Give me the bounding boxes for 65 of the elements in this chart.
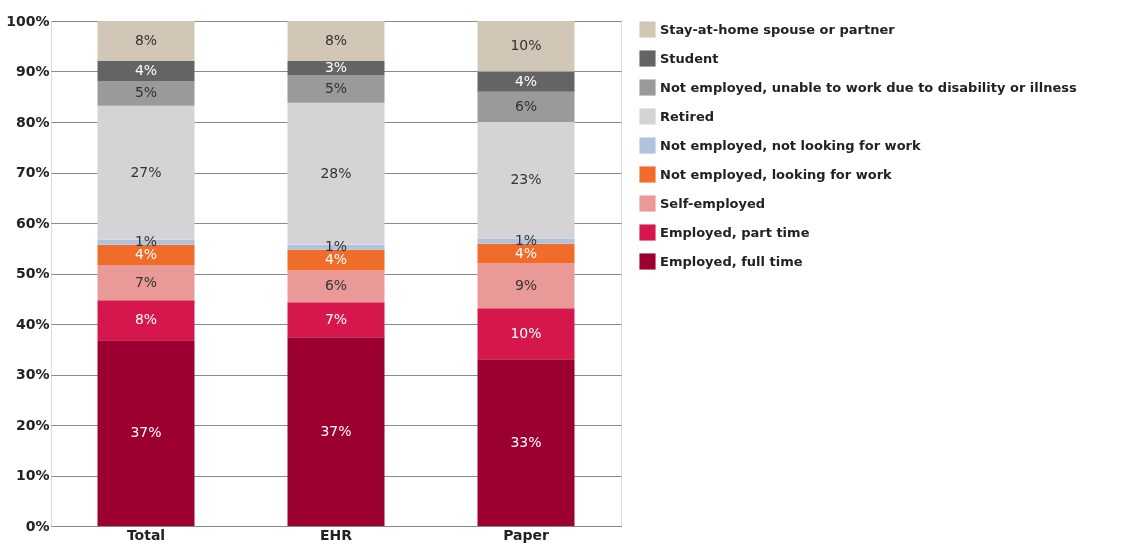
bar xyxy=(97,244,195,266)
bar xyxy=(477,71,575,92)
data-label: 6% xyxy=(514,97,538,114)
data-label: 10% xyxy=(510,37,542,54)
data-label: 37% xyxy=(320,422,352,439)
data-label: 8% xyxy=(324,31,348,48)
x-tick-label: EHR xyxy=(319,526,353,543)
bar xyxy=(287,270,385,303)
legend-label: Not employed, unable to work due to disability or illness xyxy=(660,79,1078,95)
bar xyxy=(97,265,195,301)
y-tick-label: 40% xyxy=(15,315,50,332)
y-tick-label: 90% xyxy=(15,63,50,79)
y-tick-label: 50% xyxy=(15,265,50,281)
data-label: 9% xyxy=(514,276,538,293)
y-tick-label: 10% xyxy=(15,467,50,483)
data-label: 5% xyxy=(324,79,348,96)
y-tick-label: 70% xyxy=(15,164,50,180)
data-label: 4% xyxy=(324,251,348,268)
data-label: 23% xyxy=(510,171,542,188)
x-tick-label: Paper xyxy=(503,526,549,543)
bar xyxy=(97,21,195,61)
legend-label: Employed, part time xyxy=(660,224,810,240)
bar xyxy=(287,302,385,338)
data-label: 8% xyxy=(134,311,158,328)
bar xyxy=(97,300,195,341)
data-label: 28% xyxy=(320,164,352,181)
data-label: 6% xyxy=(324,277,348,294)
data-label: 37% xyxy=(130,424,162,441)
data-label: 7% xyxy=(134,273,158,290)
bar xyxy=(97,60,195,82)
data-label: 4% xyxy=(514,72,538,89)
bar xyxy=(97,340,195,526)
bar xyxy=(287,337,385,526)
bar xyxy=(477,359,575,526)
legend-label: Stay-at-home spouse or partner xyxy=(660,21,896,37)
bar xyxy=(287,21,385,61)
data-label: 3% xyxy=(324,58,348,75)
bar xyxy=(287,60,385,76)
legend-label: Not employed, not looking for work xyxy=(660,137,921,153)
data-label: 7% xyxy=(324,310,348,327)
bar xyxy=(477,21,575,72)
legend-label: Student xyxy=(660,50,719,66)
y-tick-label: 30% xyxy=(15,366,50,382)
legend-label: Retired xyxy=(660,108,715,124)
data-label: 33% xyxy=(510,433,542,450)
data-label: 27% xyxy=(130,163,162,180)
bar xyxy=(287,249,385,271)
data-label: 4% xyxy=(134,61,158,78)
bar xyxy=(477,91,575,122)
legend-label: Employed, full time xyxy=(660,253,803,269)
data-label: 5% xyxy=(134,84,158,101)
bar xyxy=(477,263,575,309)
x-tick-label: Total xyxy=(126,526,166,543)
y-tick-label: 20% xyxy=(15,416,50,433)
y-tick-label: 60% xyxy=(15,214,50,231)
bar xyxy=(97,81,195,106)
y-tick-label: 100% xyxy=(6,12,50,29)
y-tick-label: 0% xyxy=(25,517,50,534)
legend-label: Self-employed xyxy=(660,195,766,211)
y-tick-label: 80% xyxy=(15,113,50,130)
data-label: 10% xyxy=(510,324,542,341)
legend-label: Not employed, looking for work xyxy=(660,166,893,182)
data-label: 8% xyxy=(134,31,158,48)
bar xyxy=(477,308,575,360)
bar xyxy=(287,75,385,103)
